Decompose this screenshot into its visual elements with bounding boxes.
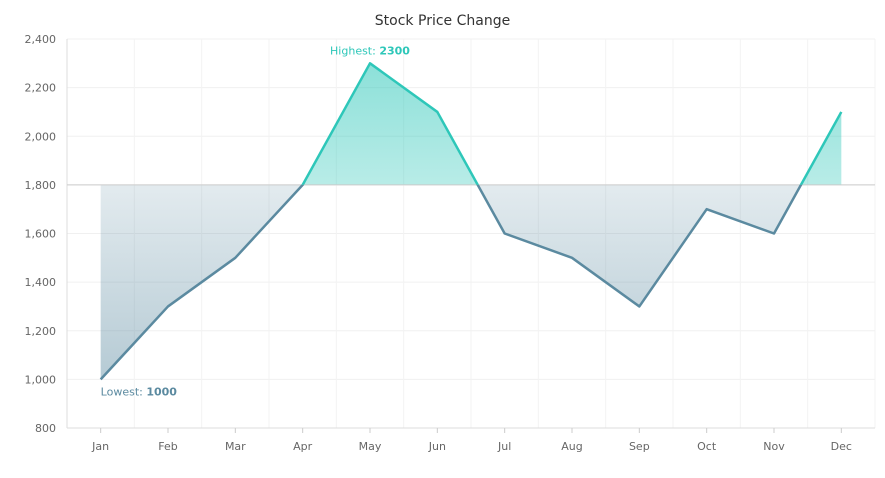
lowest-annotation: Lowest: 1000	[101, 385, 178, 398]
x-tick-label: Sep	[629, 440, 650, 453]
data-point	[773, 232, 776, 235]
x-tick-label: Aug	[561, 440, 582, 453]
y-tick-label: 2,200	[25, 82, 57, 95]
area-below-threshold	[100, 184, 842, 380]
x-tick-label: Dec	[831, 440, 852, 453]
highest-label: Highest:	[330, 44, 379, 57]
y-tick-label: 2,000	[25, 130, 57, 143]
data-point	[369, 62, 372, 65]
data-point	[638, 305, 641, 308]
data-point	[99, 378, 102, 381]
chart-title: Stock Price Change	[374, 13, 511, 29]
lowest-value: 1000	[146, 385, 177, 398]
series-line-above	[300, 62, 843, 185]
x-tick-label: Nov	[763, 440, 785, 453]
data-point	[301, 183, 304, 186]
x-tick-label: Jul	[497, 440, 511, 453]
x-tick-label: Mar	[225, 440, 246, 453]
highest-annotation: Highest: 2300	[330, 44, 410, 57]
y-tick-label: 800	[35, 422, 56, 435]
data-point	[571, 256, 574, 259]
data-point	[436, 110, 439, 113]
data-point	[705, 208, 708, 211]
data-point	[167, 305, 170, 308]
y-tick-label: 1,800	[25, 179, 57, 192]
x-tick-label: Oct	[697, 440, 717, 453]
area-above-threshold	[302, 63, 842, 185]
x-tick-label: Jun	[428, 440, 446, 453]
x-tick-label: Apr	[293, 440, 313, 453]
x-tick-label: May	[359, 440, 382, 453]
data-point	[840, 110, 843, 113]
data-point	[503, 232, 506, 235]
y-tick-label: 2,400	[25, 33, 57, 46]
series-line-below	[99, 184, 803, 381]
x-tick-label: Feb	[158, 440, 177, 453]
y-tick-label: 1,600	[25, 228, 57, 241]
y-tick-label: 1,000	[25, 373, 57, 386]
x-tick-label: Jan	[91, 440, 109, 453]
y-tick-label: 1,200	[25, 325, 57, 338]
data-point	[234, 256, 237, 259]
y-tick-label: 1,400	[25, 276, 57, 289]
highest-value: 2300	[379, 44, 410, 57]
lowest-label: Lowest:	[101, 385, 147, 398]
